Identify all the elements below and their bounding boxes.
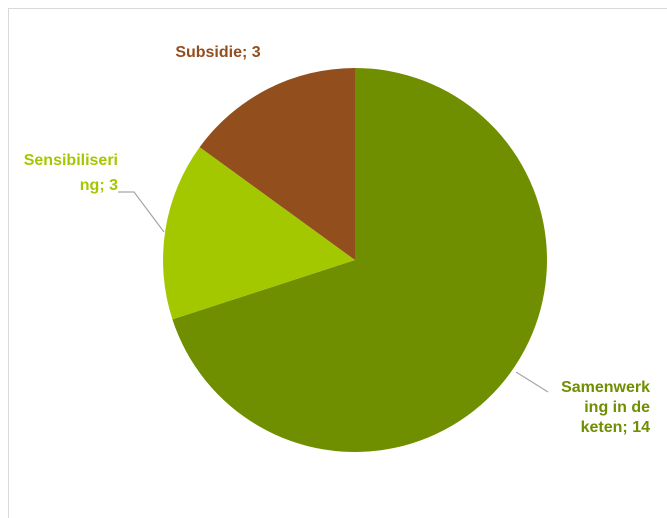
pie-slice-2 — [199, 68, 355, 260]
chart-area — [8, 8, 667, 518]
leader-line-1 — [118, 191, 165, 233]
slice-label-line: Subsidie; 3 — [175, 44, 260, 61]
slice-label-line: ng; 3 — [80, 177, 118, 194]
slice-label-line: Sensibiliseri — [24, 152, 118, 169]
slice-label-1: Sensibiliseri ng; 3 — [24, 152, 118, 194]
pie-slice-1 — [163, 147, 355, 320]
slice-label-line: keten; 14 — [581, 419, 650, 436]
slice-label-0: Samenwerk ing in de keten; 14 — [561, 379, 650, 436]
pie-chart: Samenwerk ing in de keten; 14 Sensibiliseri… — [24, 44, 650, 452]
slice-label-line: ing in de — [584, 399, 650, 416]
slice-label-line: Samenwerk — [561, 379, 650, 396]
slice-label-2: Subsidie; 3 — [175, 44, 260, 61]
leader-line-0 — [515, 371, 549, 393]
pie-slice-0 — [172, 68, 547, 452]
